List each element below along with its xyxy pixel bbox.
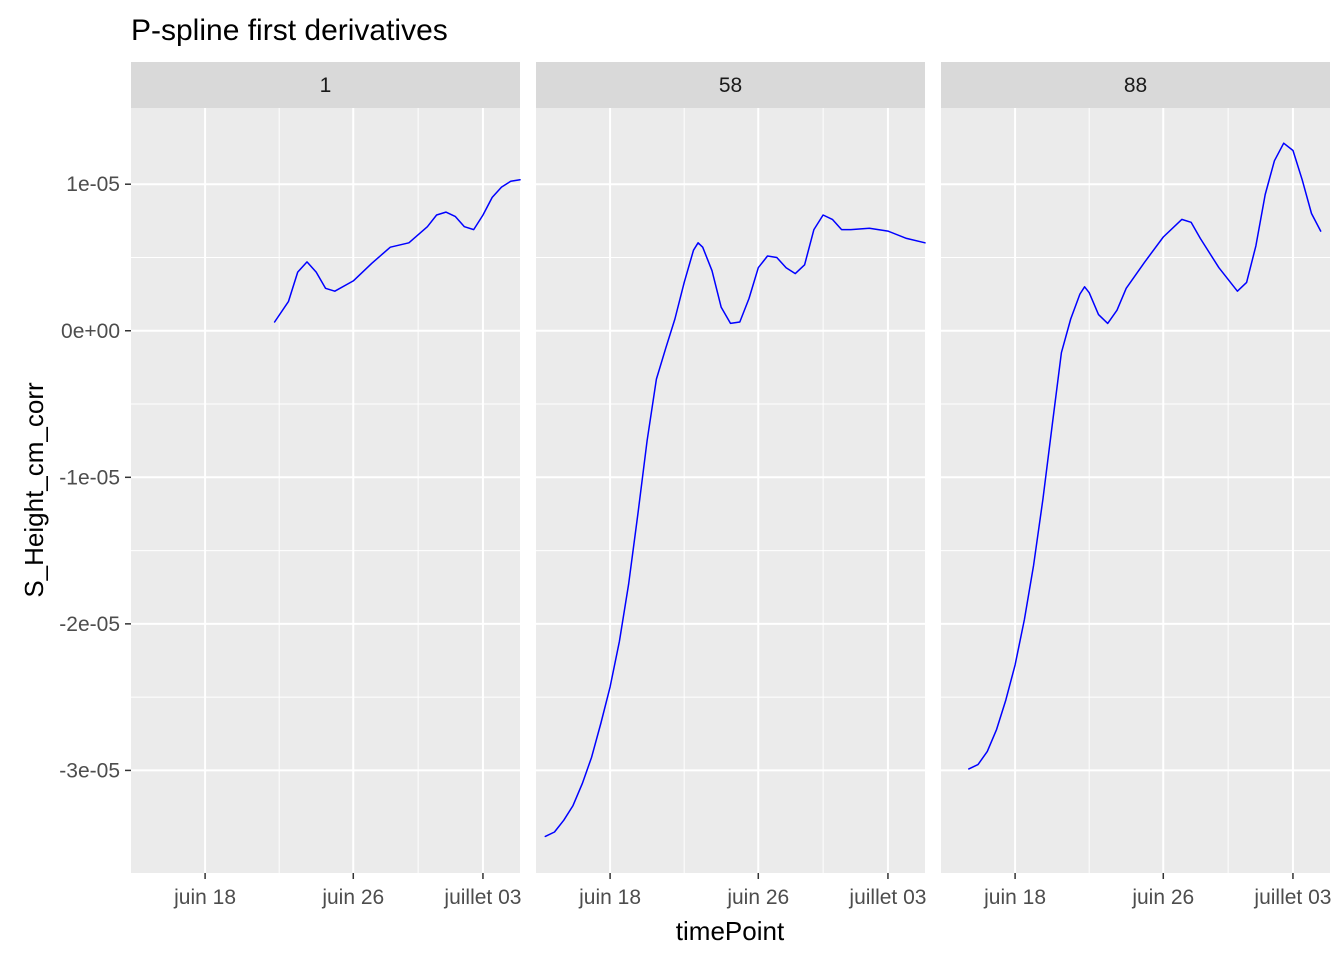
x-tick-label: juin 26 (1131, 886, 1194, 909)
x-tick-label: juin 18 (173, 886, 236, 909)
strip-88 (941, 62, 1330, 108)
x-tick-label: juillet 03 (443, 886, 521, 909)
y-tick-label: 0e+00 (61, 320, 120, 343)
panel-background (941, 108, 1330, 873)
panel-background (536, 108, 925, 873)
x-tick-label: juillet 03 (848, 886, 926, 909)
x-tick-label: juin 26 (321, 886, 384, 909)
chart-title: P-spline first derivatives (131, 14, 448, 47)
x-tick-label: juillet 03 (1253, 886, 1331, 909)
panel-58: 58 (536, 62, 926, 873)
series-line-58 (544, 214, 926, 838)
y-tick-label: -2e-05 (59, 613, 120, 636)
panel-background (131, 108, 520, 873)
series-line-1 (273, 179, 521, 323)
x-axis-labels: juin 18 juin 26 juillet 03 juin 18 juin 26 ju… (173, 873, 1331, 909)
x-tick-label: juin 18 (578, 886, 641, 909)
panels-group: 1 58 88 (131, 62, 1330, 873)
y-tick-label: 1e-05 (66, 173, 120, 196)
y-tick-label: -1e-05 (59, 466, 120, 489)
y-tick-label: -3e-05 (59, 759, 120, 782)
y-axis-labels: -3e-05 -2e-05 -1e-05 0e+00 1e-05 (59, 173, 131, 782)
strip-58 (536, 62, 925, 108)
panel-1: 1 (131, 62, 521, 873)
series-line-88 (968, 142, 1322, 770)
y-axis-title: S_Height_cm_corr (19, 382, 49, 598)
strip-label: 58 (719, 74, 742, 97)
strip-1 (131, 62, 520, 108)
strip-label: 88 (1124, 74, 1147, 97)
strip-label: 1 (320, 74, 332, 97)
x-axis-title: timePoint (676, 916, 785, 946)
panel-88: 88 (941, 62, 1330, 873)
x-tick-label: juin 26 (726, 886, 789, 909)
x-tick-label: juin 18 (983, 886, 1046, 909)
